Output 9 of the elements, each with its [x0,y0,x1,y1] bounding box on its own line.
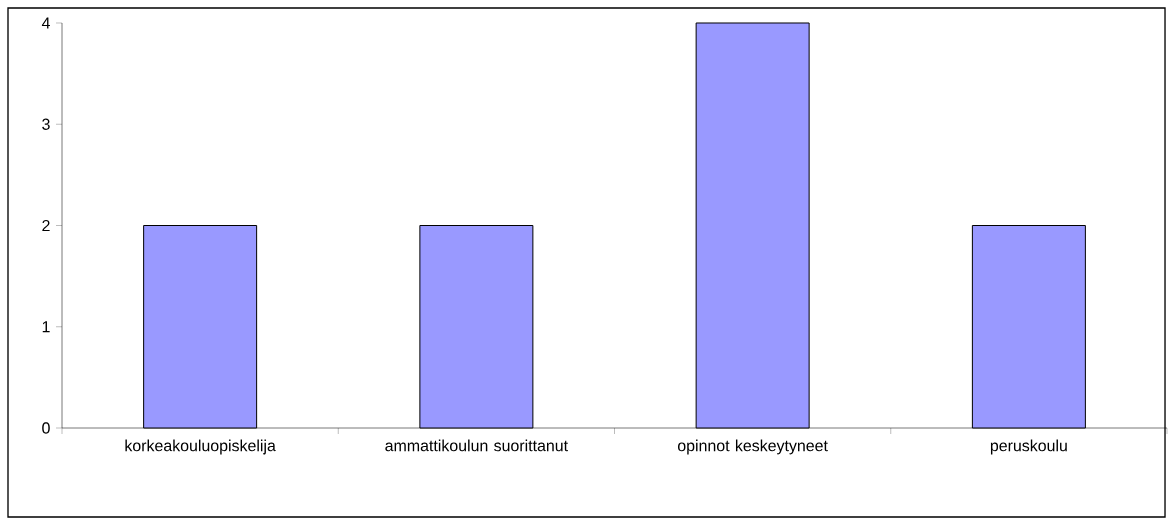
y-tick-label: 4 [41,17,50,29]
x-tick-label: opinnot keskeytyneet [677,439,828,455]
x-tick-label: peruskoulu [990,439,1067,455]
x-tick-label: korkeakouluopiskelija [125,439,276,455]
y-tick-label: 3 [42,118,50,130]
x-tick-label: ammattikoulun suorittanut [385,439,568,452]
y-tick-label: 0 [42,422,50,434]
y-tick-label: 1 [42,321,50,333]
y-tick-label: 2 [42,219,50,232]
